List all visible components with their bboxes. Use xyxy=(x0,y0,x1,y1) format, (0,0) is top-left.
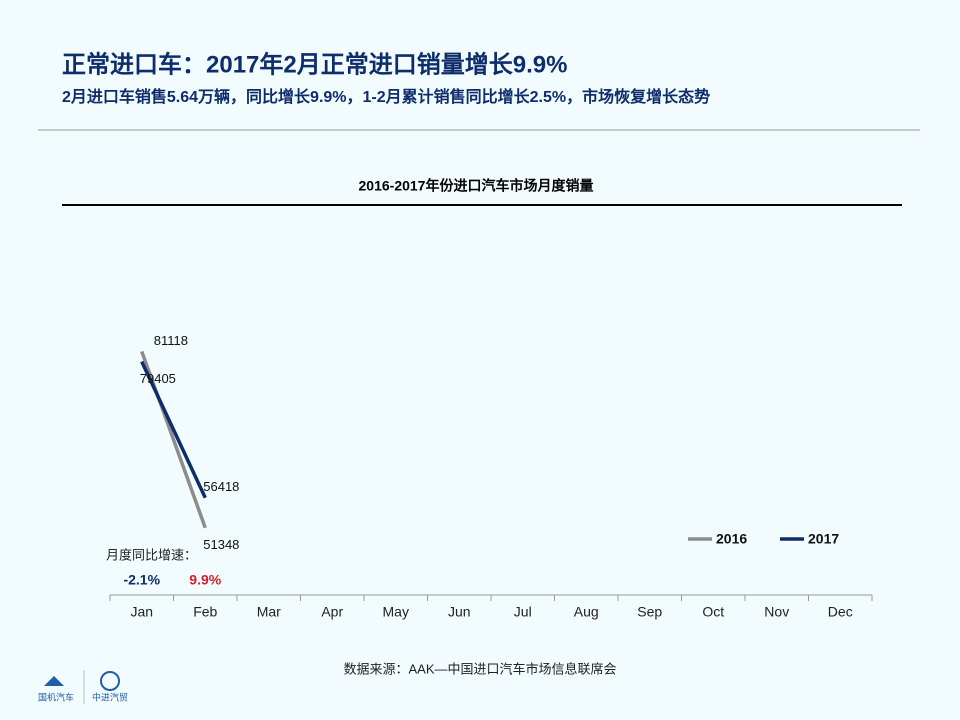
x-tick-label: Aug xyxy=(574,604,599,620)
logo-icon xyxy=(100,671,120,691)
chart-title: 2016-2017年份进口汽车市场月度销量 xyxy=(359,178,594,194)
x-tick-label: Mar xyxy=(257,604,281,620)
growth-value: 9.9% xyxy=(189,572,221,588)
line xyxy=(140,360,207,499)
logo-icon xyxy=(44,676,64,686)
legend-label: 2016 xyxy=(716,531,747,547)
title: 正常进口车：2017年2月正常进口销量增长9.9% xyxy=(62,50,567,78)
x-tick-label: Dec xyxy=(828,604,853,620)
growth-label: 月度同比增速： xyxy=(106,547,197,562)
data-label: 79405 xyxy=(140,371,176,386)
legend-label: 2017 xyxy=(808,531,839,547)
x-tick-label: Nov xyxy=(764,604,789,620)
data-label: 51348 xyxy=(203,537,239,552)
data-label: 56418 xyxy=(203,479,239,494)
x-tick-label: Jun xyxy=(448,604,471,620)
x-tick-label: Feb xyxy=(193,604,217,620)
logo-text: 国机汽车 xyxy=(38,691,74,702)
logo-text: 中进汽贸 xyxy=(92,691,128,702)
data-label: 81118 xyxy=(154,333,188,348)
x-tick-label: Oct xyxy=(702,604,724,620)
x-tick-label: May xyxy=(383,604,409,620)
x-tick-label: Jul xyxy=(514,604,532,620)
x-tick-label: Sep xyxy=(637,604,662,620)
source: 数据来源：AAK—中国进口汽车市场信息联席会 xyxy=(343,661,616,676)
x-tick-label: Apr xyxy=(321,604,343,620)
subtitle: 2月进口车销售5.64万辆，同比增长9.9%，1-2月累计销售同比增长2.5%，… xyxy=(62,87,710,106)
growth-value: -2.1% xyxy=(123,572,160,588)
x-tick-label: Jan xyxy=(130,604,153,620)
